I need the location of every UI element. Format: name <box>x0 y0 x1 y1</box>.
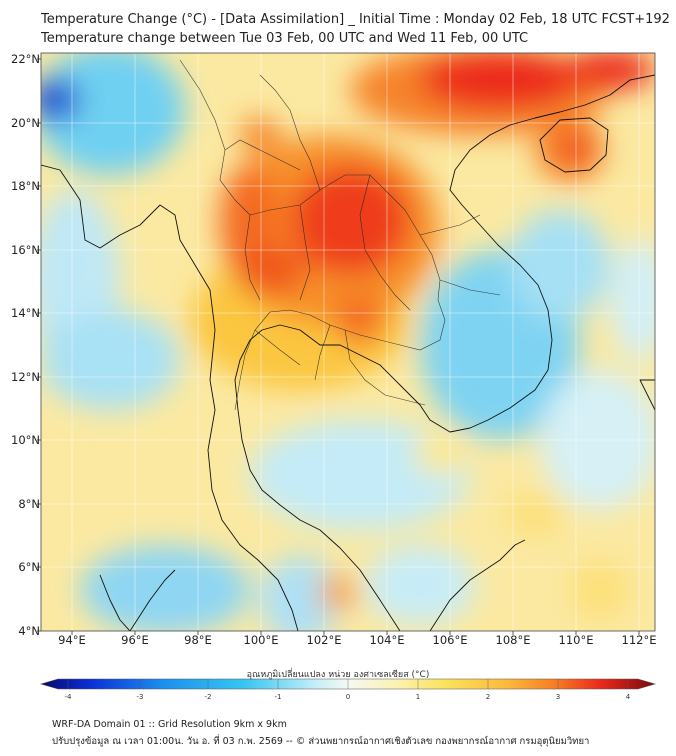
lat-label: 4°N <box>18 624 40 638</box>
lat-label: 10°N <box>11 433 40 447</box>
colorbar-tick: -1 <box>274 693 282 701</box>
colorbar-tick: -3 <box>136 693 144 701</box>
lon-label: 102°E <box>306 633 342 647</box>
map-title: Temperature Change (°C) - [Data Assimila… <box>41 12 670 27</box>
colorbar-title: อุณหภูมิเปลี่ยนแปลง หน่วย องศาเซลเซียส (… <box>246 670 430 680</box>
lat-label: 18°N <box>11 179 40 193</box>
footer-update-info: ปรับปรุงข้อมูล ณ เวลา 01:00น. วัน อ. ที่… <box>52 736 590 747</box>
colorbar-tick: 4 <box>625 693 631 701</box>
temperature-field <box>41 53 655 631</box>
colorbar-tick: 1 <box>415 693 421 701</box>
footer-model-info: WRF-DA Domain 01 :: Grid Resolution 9km … <box>52 719 287 730</box>
lon-label: 94°E <box>58 633 86 647</box>
lon-label: 96°E <box>121 633 149 647</box>
lat-label: 16°N <box>11 243 40 257</box>
lon-label: 110°E <box>558 633 594 647</box>
lon-label: 100°E <box>243 633 279 647</box>
lon-label: 108°E <box>495 633 531 647</box>
colorbar-tick: -2 <box>204 693 212 701</box>
colorbar-tick: -4 <box>64 693 72 701</box>
lat-label: 8°N <box>18 497 40 511</box>
map-subtitle: Temperature change between Tue 03 Feb, 0… <box>41 31 529 46</box>
lat-label: 22°N <box>11 52 40 66</box>
lon-label: 98°E <box>184 633 212 647</box>
lat-label: 12°N <box>11 370 40 384</box>
colorbar-tick: 3 <box>555 693 561 701</box>
lat-label: 20°N <box>11 116 40 130</box>
lon-label: 104°E <box>369 633 405 647</box>
lon-label: 106°E <box>432 633 468 647</box>
lat-label: 14°N <box>11 306 40 320</box>
lon-label: 112°E <box>621 633 657 647</box>
lat-label: 6°N <box>18 560 40 574</box>
colorbar-tick: 0 <box>345 693 351 701</box>
colorbar <box>39 678 657 690</box>
colorbar-tick: 2 <box>485 693 491 701</box>
